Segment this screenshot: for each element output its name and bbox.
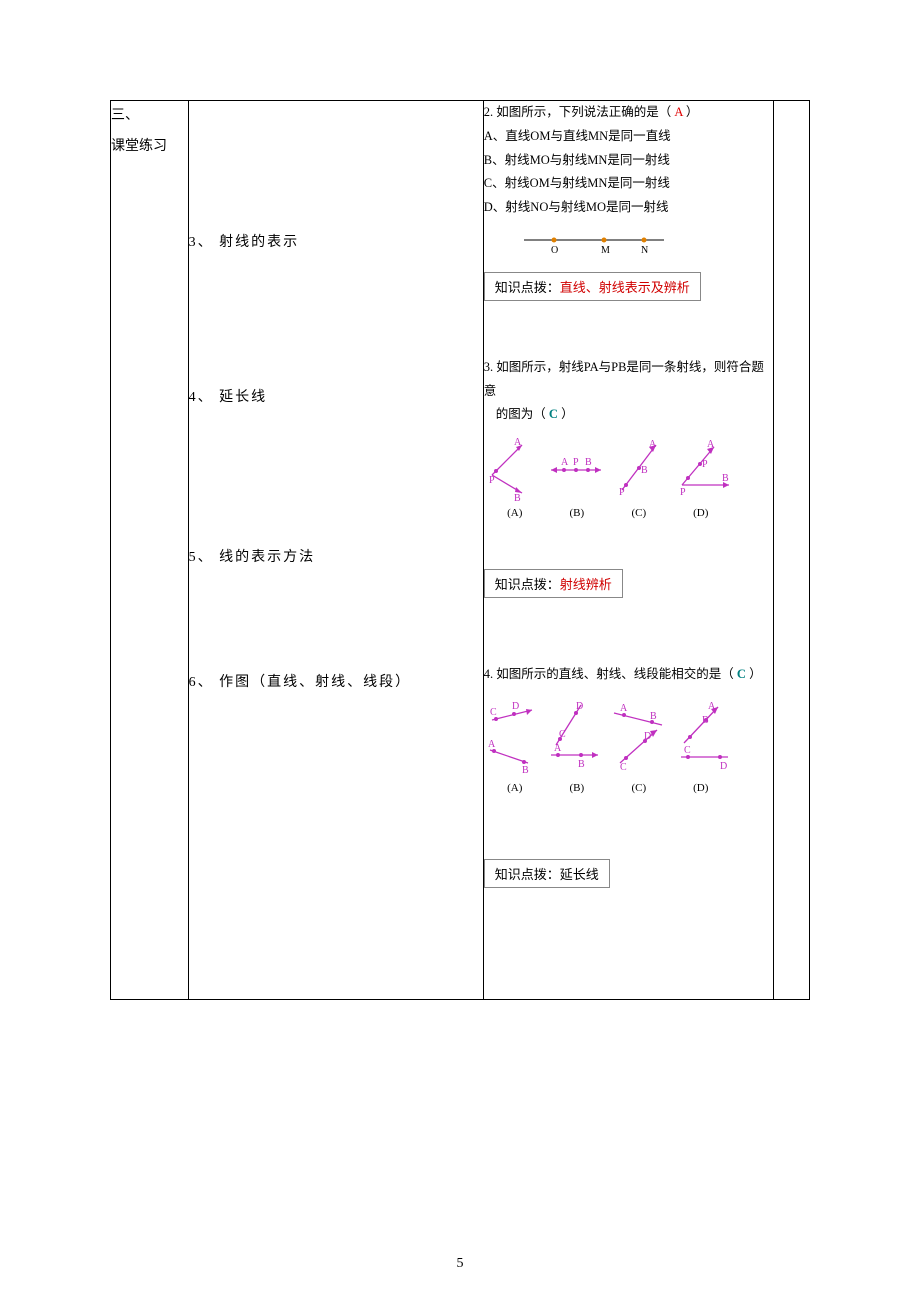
margin-cell (773, 101, 809, 1000)
q2-answer: A (674, 105, 682, 119)
q4-tip-label: 知识点拨： (495, 867, 560, 882)
svg-text:A: A (554, 743, 562, 754)
svg-text:C: C (684, 745, 691, 756)
q3-tip-text: 射线辨析 (560, 577, 612, 592)
svg-text:A: A (707, 439, 715, 450)
svg-text:C: C (490, 707, 497, 718)
svg-text:B: B (578, 759, 585, 770)
q3-stem-l2-suffix: ） (558, 407, 574, 421)
svg-text:P: P (680, 487, 686, 498)
q3-opt-c: (C) (608, 507, 670, 519)
svg-text:A: A (514, 437, 522, 448)
q4-stem: 4. 如图所示的直线、射线、线段能相交的是（ C ） (484, 663, 773, 687)
q4-diagram: C D A B (484, 695, 773, 794)
svg-text:A: A (708, 701, 716, 712)
q2-tip-label: 知识点拨： (495, 280, 560, 295)
svg-text:B: B (514, 493, 521, 504)
svg-text:A: A (649, 439, 657, 450)
svg-text:P: P (573, 457, 579, 468)
q3-stem-line1: 3. 如图所示，射线PA与PB是同一条射线，则符合题意 (484, 356, 773, 404)
q4-opt-b: (B) (546, 782, 608, 794)
q2-option-c: C、射线OM与射线MN是同一射线 (484, 172, 773, 196)
svg-text:A: A (488, 739, 496, 750)
svg-text:N: N (641, 245, 648, 256)
topic-item-6: 6、 作图（直线、射线、线段） (189, 671, 483, 691)
q4-option-labels: (A) (B) (C) (D) (484, 782, 773, 794)
q3-tip-label: 知识点拨： (495, 577, 560, 592)
q4-opt-c: (C) (608, 782, 670, 794)
svg-text:B: B (585, 457, 592, 468)
svg-text:M: M (601, 245, 610, 256)
q4-tip: 知识点拨：延长线 (484, 859, 610, 888)
q3-answer: C (549, 407, 558, 421)
svg-text:B: B (702, 715, 709, 726)
svg-text:D: D (644, 731, 651, 742)
q4-answer: C (737, 667, 746, 681)
q2-tip: 知识点拨：直线、射线表示及辨析 (484, 272, 701, 301)
svg-text:C: C (559, 729, 566, 740)
svg-text:O: O (551, 245, 558, 256)
page-number: 5 (0, 1256, 920, 1272)
svg-text:P: P (702, 459, 708, 470)
svg-text:B: B (522, 765, 529, 776)
section-label-line2: 课堂练习 (111, 132, 188, 163)
q2-stem-prefix: 2. 如图所示，下列说法正确的是（ (484, 105, 675, 119)
q4-opt-a: (A) (484, 782, 546, 794)
q2-option-a: A、直线OM与直线MN是同一直线 (484, 125, 773, 149)
q3-opt-d: (D) (670, 507, 732, 519)
q2-stem-suffix: ） (683, 105, 699, 119)
section-label-cell: 三、 课堂练习 (111, 101, 189, 1000)
svg-text:P: P (619, 487, 625, 498)
q4-opt-d: (D) (670, 782, 732, 794)
q4-tip-text: 延长线 (560, 867, 599, 882)
q2-diagram: O M N (519, 228, 773, 256)
question-2: 2. 如图所示，下列说法正确的是（ A ） A、直线OM与直线MN是同一直线 B… (484, 101, 773, 301)
topic-item-3: 3、 射线的表示 (189, 231, 483, 251)
q3-diagram: A P B (484, 435, 773, 519)
q2-stem: 2. 如图所示，下列说法正确的是（ A ） (484, 101, 773, 125)
q3-option-labels: (A) (B) (C) (D) (484, 507, 773, 519)
q3-tip: 知识点拨：射线辨析 (484, 569, 623, 598)
topic-item-5: 5、 线的表示方法 (189, 546, 483, 566)
svg-text:B: B (722, 473, 729, 484)
q2-option-b: B、射线MO与射线MN是同一射线 (484, 149, 773, 173)
q4-stem-prefix: 4. 如图所示的直线、射线、线段能相交的是（ (484, 667, 737, 681)
svg-text:B: B (641, 465, 648, 476)
svg-text:A: A (561, 457, 569, 468)
svg-text:B: B (650, 711, 657, 722)
q2-option-d: D、射线NO与射线MO是同一射线 (484, 196, 773, 220)
topic-item-4: 4、 延长线 (189, 386, 483, 406)
q3-opt-b: (B) (546, 507, 608, 519)
topic-list-cell: 3、 射线的表示 4、 延长线 5、 线的表示方法 6、 作图（直线、射线、线段… (188, 101, 483, 1000)
questions-cell: 2. 如图所示，下列说法正确的是（ A ） A、直线OM与直线MN是同一直线 B… (483, 101, 773, 1000)
svg-text:C: C (620, 762, 627, 773)
svg-text:D: D (512, 701, 519, 712)
lesson-table: 三、 课堂练习 3、 射线的表示 4、 延长线 5、 线的表示方法 6、 作图（… (110, 100, 810, 1000)
svg-text:D: D (576, 701, 583, 712)
q3-stem-line2: 的图为（ C ） (484, 403, 773, 427)
q2-tip-text: 直线、射线表示及辨析 (560, 280, 690, 295)
question-3: 3. 如图所示，射线PA与PB是同一条射线，则符合题意 的图为（ C ） A (484, 356, 773, 519)
svg-text:A: A (620, 703, 628, 714)
q4-stem-suffix: ） (746, 667, 762, 681)
question-4: 4. 如图所示的直线、射线、线段能相交的是（ C ） C D (484, 663, 773, 794)
document-page: 三、 课堂练习 3、 射线的表示 4、 延长线 5、 线的表示方法 6、 作图（… (0, 0, 920, 1302)
section-label-line1: 三、 (111, 101, 188, 132)
q3-stem-l2-prefix: 的图为（ (496, 407, 549, 421)
svg-text:D: D (720, 761, 727, 772)
q3-opt-a: (A) (484, 507, 546, 519)
